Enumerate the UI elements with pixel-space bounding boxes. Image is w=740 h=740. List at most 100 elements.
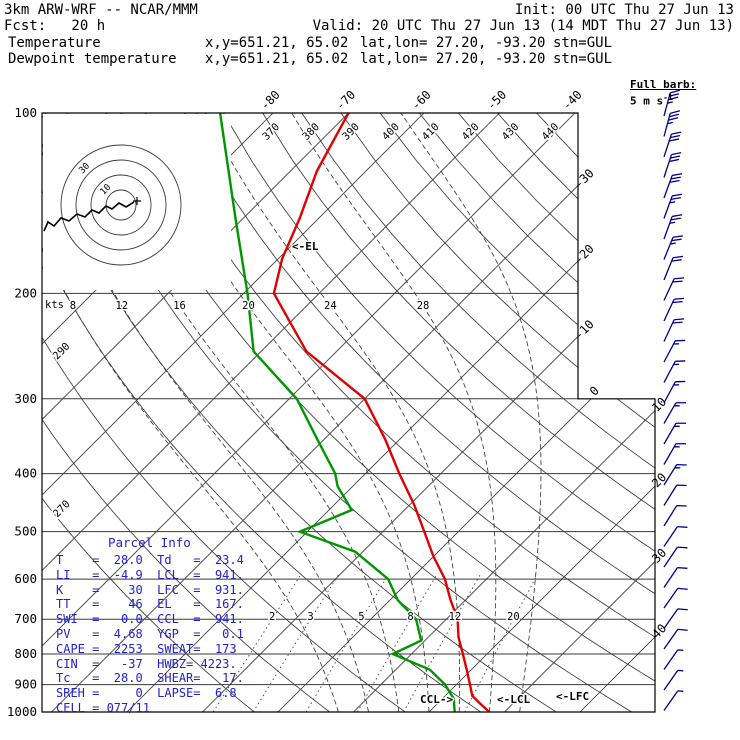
svg-text:100: 100 (14, 105, 37, 120)
svg-text:200: 200 (14, 285, 37, 300)
hodograph-trace (43, 201, 135, 232)
background-grid (42, 113, 655, 712)
svg-text:16: 16 (173, 300, 186, 312)
temperature-xy: x,y=651.21, 65.02 (205, 35, 349, 51)
mixing-ratio-lines (212, 574, 538, 712)
wind-barb (663, 669, 684, 691)
svg-text:CCL->: CCL-> (420, 693, 453, 706)
wind-barb (663, 422, 686, 445)
svg-text:-70: -70 (333, 88, 358, 113)
svg-text:290: 290 (51, 340, 73, 362)
svg-text:<-LCL: <-LCL (497, 693, 530, 706)
wind-barb (663, 297, 685, 322)
svg-text:kts: kts (45, 299, 64, 311)
svg-text:12: 12 (449, 611, 462, 623)
svg-text:-10: -10 (572, 317, 597, 342)
wind-barb (663, 255, 683, 281)
svg-text:24: 24 (324, 300, 337, 312)
parcel-info-panel: Parcel Info T = 28.0 Td = 23.4 LI = -4.9… (56, 535, 244, 716)
wind-barb (663, 89, 681, 117)
svg-text:1000: 1000 (7, 704, 37, 719)
svg-text:-40: -40 (560, 88, 585, 113)
wind-barb (663, 484, 687, 506)
dewpoint-latlon: lat,lon= 27.20, -93.20 (360, 51, 546, 67)
init-time: Init: 00 UTC Thu 27 Jun 13 (514, 2, 734, 18)
wind-barb-legend: Full barb: 5 m s-1 (630, 78, 696, 108)
svg-text:420: 420 (460, 121, 482, 143)
svg-text:<-EL: <-EL (292, 240, 319, 253)
svg-text:20: 20 (649, 470, 669, 490)
wind-barb (663, 608, 688, 629)
svg-text:20: 20 (507, 611, 520, 623)
wind-barb (663, 339, 686, 363)
svg-text:500: 500 (14, 524, 37, 539)
dewpoint-station: stn=GUL (553, 51, 613, 67)
svg-text:-20: -20 (572, 242, 597, 267)
moist-adiabats (42, 113, 542, 712)
svg-text:40: 40 (649, 621, 669, 641)
temperature-legend-label: Temperature (8, 35, 101, 51)
dewpoint-legend-label: Dewpoint temperature (8, 51, 177, 67)
svg-text:8: 8 (70, 300, 76, 312)
svg-text:600: 600 (14, 571, 37, 586)
wind-barb (663, 443, 686, 465)
svg-text:370: 370 (260, 121, 282, 143)
wind-barb (663, 649, 684, 670)
svg-text:440: 440 (539, 121, 561, 143)
wind-barb (663, 587, 688, 609)
svg-text:270: 270 (51, 498, 73, 520)
svg-text:2: 2 (269, 611, 275, 623)
temperature-latlon: lat,lon= 27.20, -93.20 (360, 35, 546, 51)
wind-barb (663, 360, 686, 383)
svg-text:28: 28 (417, 300, 430, 312)
wind-barb (663, 628, 688, 650)
svg-text:3: 3 (307, 611, 313, 623)
wind-barb (663, 463, 687, 486)
wind-barb (663, 402, 686, 424)
svg-text:400: 400 (14, 466, 37, 481)
svg-text:12: 12 (115, 300, 128, 312)
svg-text:-50: -50 (484, 88, 509, 113)
wind-barb-legend-value: 5 m s (630, 94, 664, 108)
wind-barb (663, 690, 684, 711)
svg-text:700: 700 (14, 611, 37, 626)
dewpoint-trace (218, 113, 456, 712)
model-title: 3km ARW-WRF -- NCAR/MMM (4, 2, 198, 18)
svg-text:8: 8 (407, 611, 413, 623)
parcel-info-values: T = 28.0 Td = 23.4 LI = -4.9 LCL = 941. … (56, 553, 244, 715)
svg-text:-30: -30 (572, 166, 597, 191)
svg-text:430: 430 (500, 121, 522, 143)
svg-text:5: 5 (358, 611, 364, 623)
wind-barb (663, 525, 688, 547)
svg-text:900: 900 (14, 677, 37, 692)
wind-barb (663, 504, 687, 527)
level-annotations: <-EL CCL-> <-LCL <-LFC (291, 239, 591, 708)
svg-text:0: 0 (587, 383, 602, 398)
wind-barb (663, 151, 682, 178)
svg-text:380: 380 (300, 121, 322, 143)
plot-border (41, 112, 656, 713)
wind-barb (663, 546, 688, 568)
wind-barb (663, 173, 683, 199)
wind-barb (663, 380, 686, 404)
svg-text:-80: -80 (258, 88, 283, 113)
parcel-info-title: Parcel Info (108, 535, 191, 550)
svg-text:410: 410 (420, 121, 442, 143)
wind-barb (663, 277, 685, 301)
dewpoint-xy: x,y=651.21, 65.02 (205, 51, 349, 67)
wind-barb (663, 566, 688, 588)
wind-barb (663, 193, 683, 219)
temperature-station: stn=GUL (553, 35, 613, 51)
isobars (42, 292, 655, 686)
wind-barb-column (663, 89, 688, 711)
wind-barb (663, 318, 685, 342)
svg-text:400: 400 (380, 121, 402, 143)
wind-barb (663, 235, 683, 260)
wind-barb-legend-sup: -1 (663, 93, 673, 102)
temperature-trace (272, 113, 491, 712)
valid-time: Valid: 20 UTC Thu 27 Jun 13 (14 MDT Thu … (312, 18, 734, 34)
wind-barb (663, 131, 682, 158)
svg-text:20: 20 (242, 300, 255, 312)
